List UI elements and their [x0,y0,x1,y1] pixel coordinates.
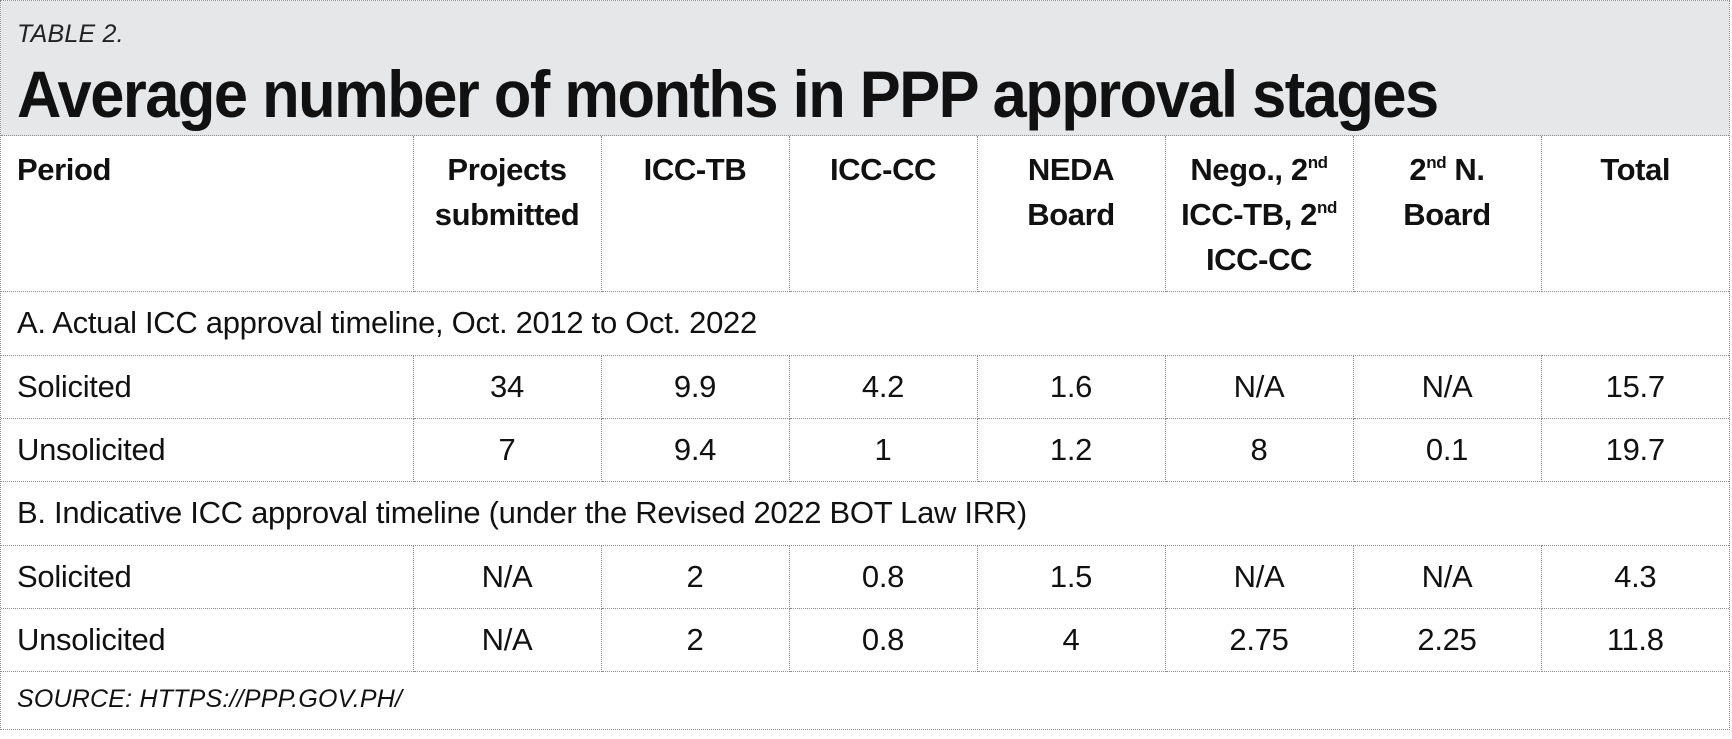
table-header: TABLE 2. Average number of months in PPP… [1,1,1729,136]
superscript: nd [1316,198,1337,217]
table-cell: 4 [977,608,1166,672]
data-table: Period Projects submitted ICC-TB ICC-CC … [1,136,1729,728]
table-cell: N/A [1353,545,1542,609]
table-title: Average number of months in PPP approval… [17,57,1439,131]
table-row: Solicited N/A 2 0.8 1.5 N/A N/A 4.3 [1,545,1729,609]
column-header-neda-board: NEDA Board [977,136,1166,292]
table-cell: 1.6 [977,355,1166,419]
source-row: SOURCE: HTTPS://PPP.GOV.PH/ [1,671,1729,728]
table-cell: 2.75 [1165,608,1354,672]
table-cell: 4.2 [789,355,978,419]
header-text: ICC-TB, 2 [1181,197,1317,232]
table-cell: N/A [1165,355,1354,419]
header-text: Board [1403,197,1491,232]
row-label: Solicited [1,545,414,609]
column-header-icc-tb: ICC-TB [601,136,790,292]
column-header-nego-2nd-icc: Nego., 2nd ICC-TB, 2nd ICC-CC [1165,136,1354,292]
header-text: N. [1446,152,1485,187]
column-header-row: Period Projects submitted ICC-TB ICC-CC … [1,136,1729,292]
column-header-total: Total [1541,136,1729,292]
table-cell: 1 [789,418,978,482]
table-cell: 1.5 [977,545,1166,609]
table-cell: N/A [413,608,602,672]
table-cell: 11.8 [1541,608,1729,672]
header-text: ICC-CC [1205,242,1313,277]
section-title: B. Indicative ICC approval timeline (und… [1,481,1729,546]
section-row: B. Indicative ICC approval timeline (und… [1,481,1729,546]
table-body: A. Actual ICC approval timeline, Oct. 20… [1,291,1729,672]
header-text: 2 [1409,152,1427,187]
table-cell: 2 [601,608,790,672]
column-header-2nd-n-board: 2nd N. Board [1353,136,1542,292]
table-cell: 7 [413,418,602,482]
table-cell: N/A [413,545,602,609]
table-cell: 2 [601,545,790,609]
table-cell: 0.8 [789,545,978,609]
table-row: Unsolicited 7 9.4 1 1.2 8 0.1 19.7 [1,418,1729,482]
table-cell: 19.7 [1541,418,1729,482]
header-text: Projects [447,152,567,187]
table-cell: 9.9 [601,355,790,419]
row-label: Unsolicited [1,418,414,482]
header-text: Board [1027,197,1115,232]
table-cell: 15.7 [1541,355,1729,419]
table-cell: 0.1 [1353,418,1542,482]
column-header-icc-cc: ICC-CC [789,136,978,292]
row-label: Unsolicited [1,608,414,672]
header-text: submitted [434,197,580,232]
table-cell: 4.3 [1541,545,1729,609]
section-title: A. Actual ICC approval timeline, Oct. 20… [1,291,1729,356]
superscript: nd [1426,153,1447,172]
table-row: Solicited 34 9.9 4.2 1.6 N/A N/A 15.7 [1,355,1729,419]
table-cell: 34 [413,355,602,419]
column-header-projects-submitted: Projects submitted [413,136,602,292]
source-note: SOURCE: HTTPS://PPP.GOV.PH/ [17,685,403,714]
table-cell: N/A [1353,355,1542,419]
table-cell: N/A [1165,545,1354,609]
table-cell: 0.8 [789,608,978,672]
column-header-period: Period [1,136,414,292]
header-text: NEDA [1027,152,1115,187]
table-cell: 9.4 [601,418,790,482]
table-row: Unsolicited N/A 2 0.8 4 2.75 2.25 11.8 [1,608,1729,672]
table-label: TABLE 2. [17,20,124,48]
header-text: Nego., 2 [1190,152,1308,187]
row-label: Solicited [1,355,414,419]
superscript: nd [1307,153,1328,172]
section-row: A. Actual ICC approval timeline, Oct. 20… [1,291,1729,356]
table-cell: 1.2 [977,418,1166,482]
table-cell: 2.25 [1353,608,1542,672]
table-cell: 8 [1165,418,1354,482]
